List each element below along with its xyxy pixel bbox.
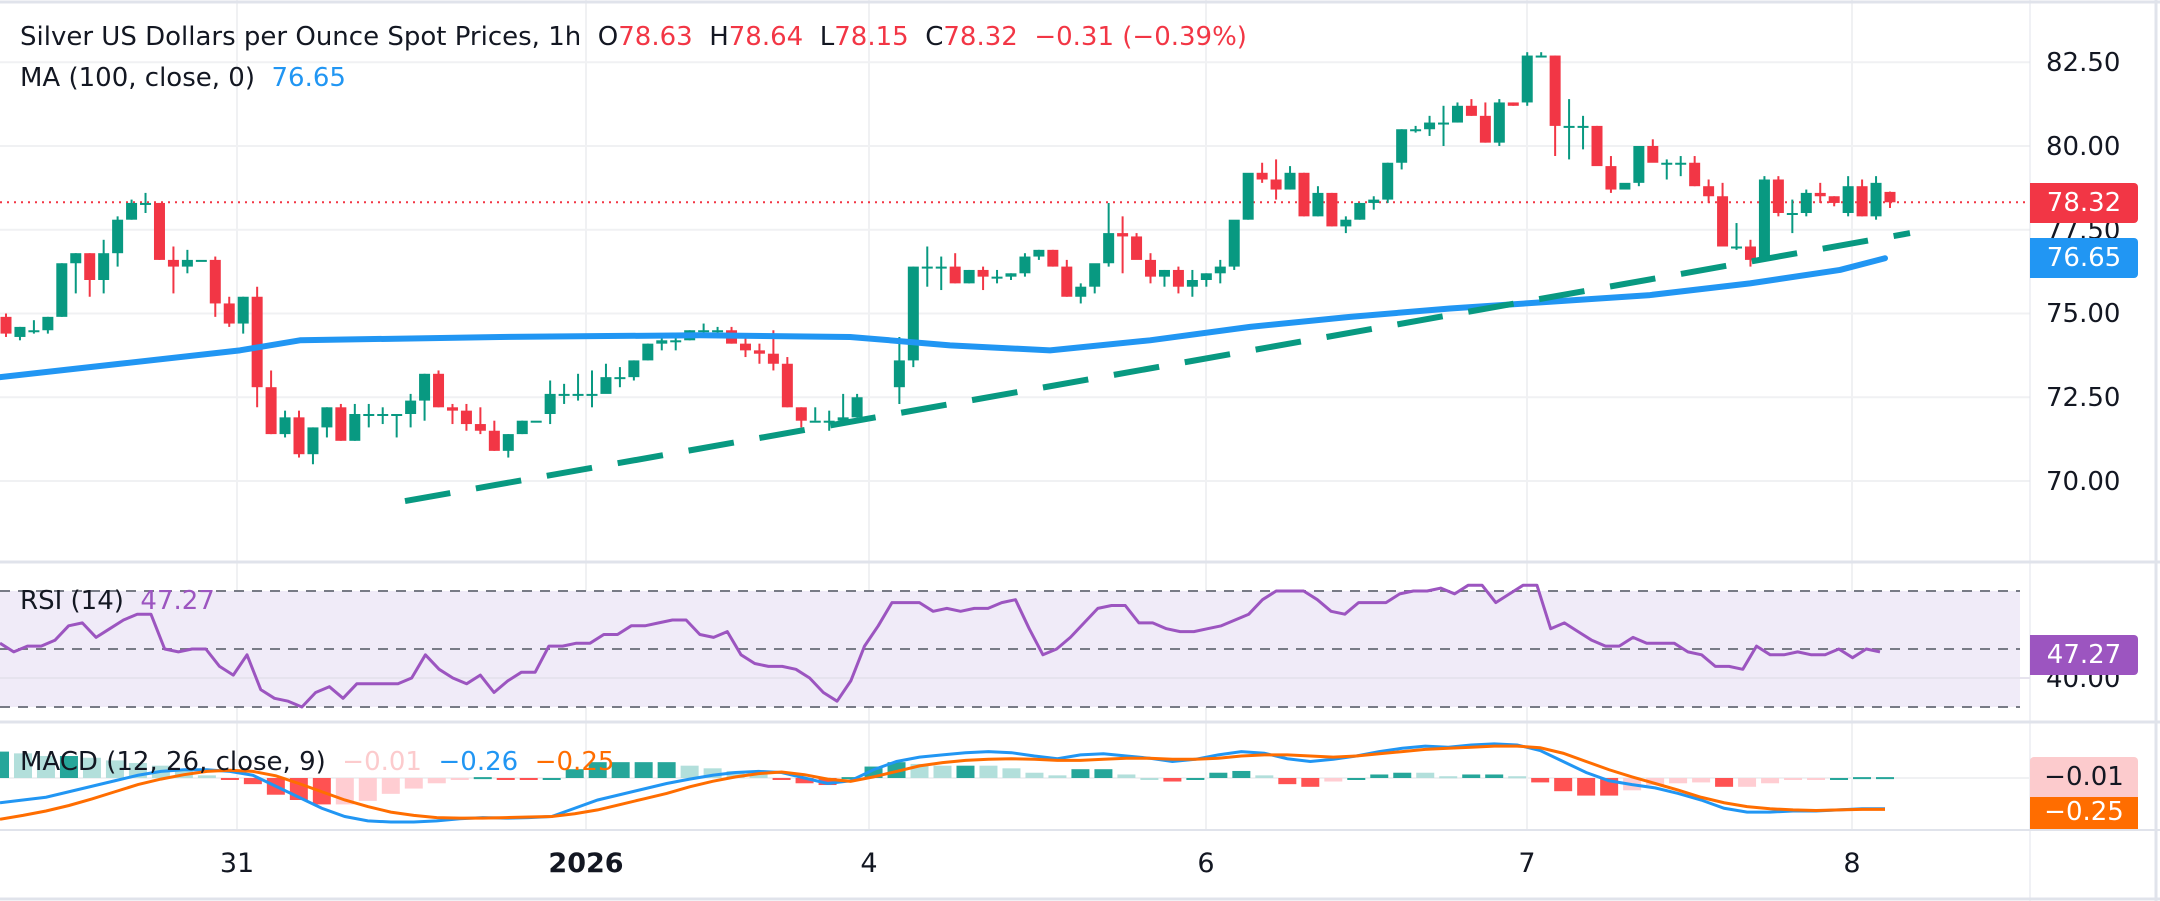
macd-signal-value: −0.25 [534,747,615,777]
time-tick: 31 [219,848,255,879]
low-value: 78.15 [834,22,909,52]
price-tick: 72.50 [2046,383,2121,413]
open-value: 78.63 [618,22,693,52]
macd-signal-badge: −0.25 [2030,797,2138,829]
rsi-label: RSI (14) [20,586,124,616]
price-tick: 75.00 [2046,299,2121,329]
macd-legend: MACD (12, 26, close, 9) −0.01 −0.26 −0.2… [20,747,614,777]
ma-value-badge: 76.65 [2030,238,2138,278]
ma-value: 76.65 [271,63,346,93]
price-tick: 82.50 [2046,48,2121,78]
chart-legend: Silver US Dollars per Ounce Spot Prices,… [20,22,1247,52]
time-tick: 8 [1843,848,1861,879]
macd-hist-badge: −0.01 [2030,757,2138,797]
time-tick: 6 [1197,848,1215,879]
high-label: H [709,22,729,52]
low-label: L [819,22,835,52]
ma-legend: MA (100, close, 0) 76.65 [20,63,346,93]
close-label: C [925,22,944,52]
last-price-badge: 78.32 [2030,183,2138,223]
time-tick: 7 [1518,848,1536,879]
price-tick: 70.00 [2046,467,2121,497]
grid-lines [0,0,2030,830]
price-change: −0.31 (−0.39%) [1034,22,1247,52]
close-value: 78.32 [943,22,1018,52]
price-tick: 80.00 [2046,132,2121,162]
rsi-value: 47.27 [140,586,215,616]
open-label: O [597,22,619,52]
overlay-lines [0,230,1911,505]
rsi-legend: RSI (14) 47.27 [20,586,215,616]
time-tick: 4 [860,848,878,879]
rsi-panel [0,583,2030,709]
macd-line-value: −0.26 [438,747,519,777]
rsi-value-badge: 47.27 [2030,635,2138,675]
macd-panel [0,742,2030,824]
high-value: 78.64 [728,22,804,52]
chart-title: Silver US Dollars per Ounce Spot Prices,… [20,22,582,52]
ma-label: MA (100, close, 0) [20,63,255,93]
macd-hist-value: −0.01 [342,747,422,777]
time-tick: 2026 [548,848,624,879]
candlestick-series [0,52,1896,465]
macd-label: MACD (12, 26, close, 9) [20,747,326,777]
